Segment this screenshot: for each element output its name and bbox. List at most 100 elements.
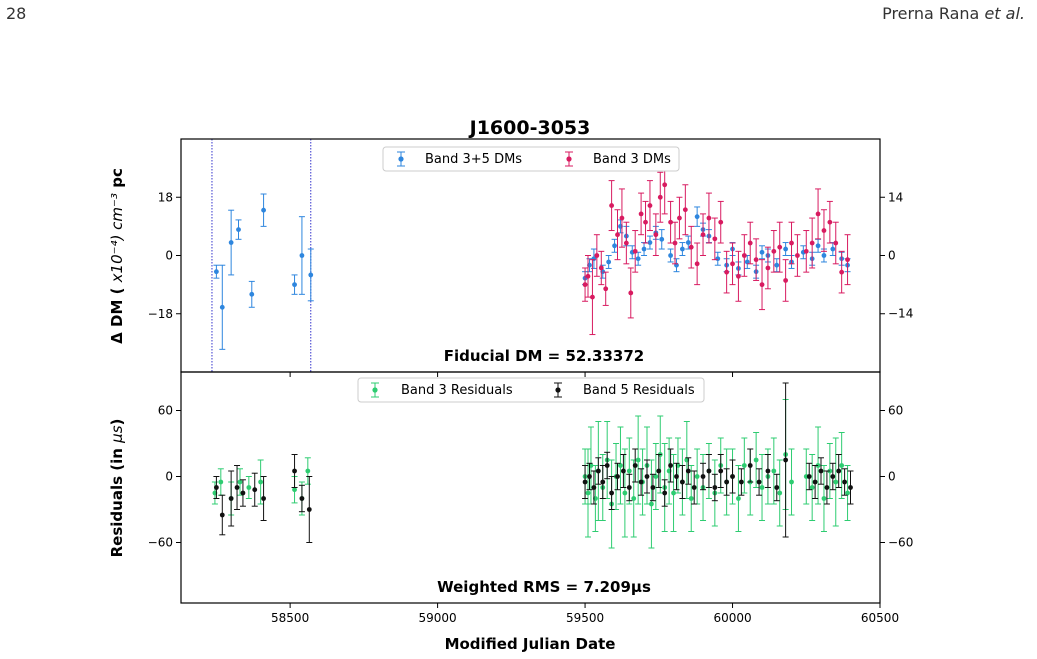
band5-res-point (228, 470, 235, 527)
band5-res-point (806, 462, 813, 491)
band3-dm-marker (615, 232, 620, 238)
top-legend-box (382, 146, 680, 172)
band3-dm-point (646, 180, 653, 232)
band5-res-point (604, 451, 611, 480)
band5-res-marker (604, 463, 610, 468)
band5-res-marker (234, 485, 240, 490)
band5-res-point (661, 479, 668, 507)
legend-label-band3-dm: Band 3 DMs (593, 152, 671, 167)
band3-dm-marker (688, 244, 694, 250)
band5-res-point (818, 457, 825, 485)
band5-res-point (679, 465, 686, 499)
band3-dm-point (776, 221, 783, 273)
band3-res-marker (671, 490, 676, 496)
band5-res-point (213, 476, 220, 499)
band3-res-marker (759, 485, 765, 490)
band5-res-marker (591, 485, 597, 490)
x-tick-label: 59000 (419, 611, 457, 625)
band3-res-marker (649, 501, 654, 507)
band3-dm-marker (672, 240, 678, 246)
band3-dm-point (676, 196, 683, 240)
band5-res-marker (662, 490, 668, 496)
top-ylabel: Δ DM ( x10⁻⁴) cm⁻³ pc (108, 168, 126, 344)
bottom-right-y-tick-label: 60 (888, 404, 903, 418)
band35-dm-point (213, 264, 220, 279)
band5-res-point (841, 468, 848, 496)
band5-res-marker (830, 474, 836, 479)
band35-dm-point (605, 255, 612, 269)
band3-dm-point (638, 192, 645, 236)
band5-res-marker (644, 474, 650, 479)
band5-res-point (723, 468, 730, 496)
band3-dm-marker (777, 244, 783, 250)
band5-res-point (711, 473, 718, 502)
band35-dm-point (694, 206, 701, 227)
band3-res-marker (635, 457, 641, 463)
top-ylabel-math: x10⁻⁴) cm⁻³ (108, 193, 126, 283)
band5-res-marker (615, 474, 620, 479)
band5-res-point (219, 494, 226, 536)
band5-res-marker (765, 468, 771, 474)
bottom-ylabel-suffix: ) (108, 419, 126, 426)
band3-dm-point (753, 238, 760, 281)
band3-dm-marker (662, 182, 668, 188)
band5-res-marker (700, 474, 706, 479)
band5-res-point (773, 473, 780, 502)
band3-dm-marker (628, 290, 634, 296)
band35-dm-marker (292, 282, 297, 288)
band3-dm-point (723, 250, 730, 294)
band5-res-marker (774, 485, 780, 490)
top-left-y-tick-label: −18 (148, 307, 173, 321)
band35-dm-point (611, 238, 618, 253)
band35-dm-marker (647, 240, 653, 245)
top-right-y-tick-label: 14 (888, 190, 903, 204)
fiducial-dm-annotation: Fiducial DM = 52.33372 (444, 347, 644, 365)
band3-res-point (741, 437, 748, 494)
band5-res-point (608, 476, 615, 510)
x-tick-label: 60500 (861, 611, 899, 625)
band5-res-marker (842, 479, 848, 485)
band35-dm-point (773, 258, 780, 273)
band5-res-point (829, 462, 836, 491)
band3-dm-marker (815, 211, 821, 217)
band35-dm-point (641, 242, 648, 256)
band3-res-marker (833, 479, 839, 485)
band3-res-point (694, 448, 701, 505)
band3-dm-marker (643, 219, 648, 225)
bottom-panel-frame (180, 371, 881, 604)
band3-res-marker (246, 485, 252, 490)
band5-res-marker (818, 468, 824, 474)
band5-res-marker (600, 479, 606, 485)
band3-dm-point (652, 213, 659, 256)
top-left-y-tick-label: 0 (165, 249, 173, 263)
band3-dm-marker (759, 282, 765, 288)
band3-dm-point (803, 230, 810, 273)
band3-dm-marker (845, 257, 850, 263)
band5-res-point (756, 468, 763, 496)
band35-dm-marker (774, 262, 780, 268)
band5-res-point (234, 465, 241, 510)
band3-dm-point (729, 242, 736, 286)
top-right-y-tick-label: −14 (888, 307, 913, 321)
bottom-ylabel-math: μs (108, 425, 126, 444)
band3-res-marker (809, 485, 815, 490)
band3-res-marker (821, 496, 827, 501)
band35-dm-point (219, 264, 226, 350)
bottom-ylabel: Residuals (in μs) (108, 419, 126, 558)
top-ylabel-prefix: Δ DM ( (108, 282, 126, 344)
band3-dm-marker (718, 219, 724, 225)
band3-res-marker (305, 468, 311, 474)
band35-dm-marker (635, 256, 641, 262)
band5-res-marker (679, 479, 685, 485)
band3-res-point (838, 432, 845, 499)
band3-dm-point (582, 267, 589, 302)
band3-res-marker (771, 468, 777, 474)
band35-dm-point (815, 238, 822, 253)
band35-dm-marker (685, 240, 691, 245)
band3-res-point (648, 459, 655, 549)
band3-dm-point (770, 230, 777, 273)
band3-dm-marker (657, 194, 663, 200)
top-panel-frame (180, 138, 881, 373)
band5-res-marker (587, 474, 592, 479)
band35-dm-marker (668, 253, 673, 258)
